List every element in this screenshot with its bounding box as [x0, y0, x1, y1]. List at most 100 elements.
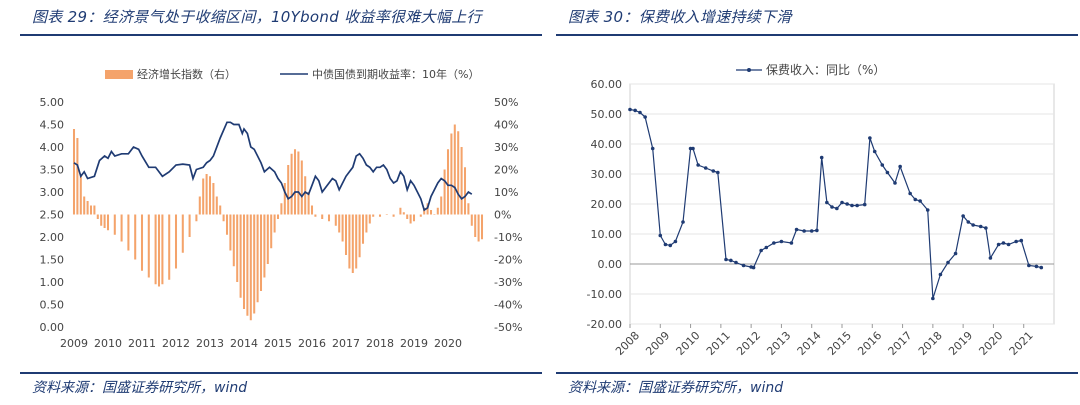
y-tick-label: 10.00	[591, 228, 623, 241]
growth-index-bar	[477, 214, 480, 242]
growth-index-bar	[100, 214, 103, 226]
growth-index-bar	[460, 147, 463, 215]
premium-growth-point	[835, 206, 839, 211]
growth-index-bar	[351, 214, 354, 273]
y-tick-label: 50.00	[591, 108, 623, 121]
right-y-tick-label: 40%	[494, 119, 518, 132]
growth-index-bar	[256, 214, 259, 303]
growth-index-bar	[222, 214, 225, 222]
growth-index-bar	[385, 214, 388, 215]
premium-growth-point	[779, 239, 784, 244]
growth-index-bar	[79, 174, 82, 215]
premium-growth-point	[794, 227, 799, 232]
growth-index-bar	[361, 214, 365, 244]
growth-index-bar	[392, 214, 395, 217]
growth-index-bar	[219, 205, 222, 215]
growth-index-bar	[195, 214, 198, 222]
right-legend: 保费收入：同比（%）	[736, 63, 885, 77]
premium-growth-point	[772, 241, 776, 245]
growth-index-bar	[341, 214, 344, 242]
premium-growth-point	[716, 170, 720, 175]
growth-index-bar	[457, 131, 460, 215]
growth-index-bar	[161, 214, 164, 285]
left-y-tick-label: 5.00	[40, 96, 65, 109]
premium-growth-point	[893, 181, 897, 185]
premium-growth-point	[872, 149, 877, 154]
growth-index-bar	[86, 201, 89, 215]
right-y-tick-label: -20%	[494, 254, 522, 267]
premium-growth-point	[918, 199, 922, 203]
x-tick-label: 2011	[704, 329, 733, 358]
growth-index-bar	[307, 192, 310, 215]
premium-growth-point	[925, 208, 930, 212]
growth-index-bar	[198, 196, 201, 215]
growth-index-bar	[263, 214, 266, 278]
growth-index-bar	[423, 207, 426, 215]
legend-bar-swatch	[105, 70, 133, 79]
growth-index-bar	[168, 214, 171, 280]
growth-index-bar	[106, 214, 110, 231]
legend-line-label: 中债国债到期收益率：10年（%）	[312, 67, 479, 81]
premium-growth-point	[840, 200, 844, 205]
growth-index-bar	[310, 205, 314, 215]
left-y-tick-label: 1.00	[40, 276, 65, 289]
growth-index-bar	[293, 149, 297, 215]
x-tick-label: 2018	[366, 337, 394, 350]
x-tick-label: 2017	[886, 329, 915, 358]
growth-index-bar	[480, 214, 484, 240]
right-source-divider	[556, 372, 1078, 374]
x-tick-label: 2010	[94, 337, 122, 350]
left-y-tick-label: 4.50	[40, 119, 65, 132]
x-tick-label: 2020	[434, 337, 462, 350]
left-legend: 经济增长指数（右） 中债国债到期收益率：10年（%）	[105, 67, 479, 81]
legend-label: 保费收入：同比（%）	[766, 63, 885, 77]
growth-index-bar	[399, 207, 402, 215]
growth-index-bar	[474, 214, 477, 237]
growth-index-bar	[436, 207, 439, 215]
growth-index-bar	[83, 196, 86, 215]
growth-index-bar	[368, 214, 371, 224]
right-chart-source: 资料来源：国盛证券研究所，wind	[568, 380, 784, 396]
growth-index-bar	[215, 196, 218, 215]
growth-index-bar	[113, 214, 116, 235]
growth-index-bar	[406, 214, 409, 219]
left-y-tick-label: 4.00	[40, 141, 65, 154]
y-tick-label: 20.00	[591, 198, 623, 211]
growth-index-bar	[249, 214, 252, 321]
growth-index-bar	[344, 214, 348, 255]
growth-index-bar	[127, 214, 130, 251]
x-tick-label: 2020	[976, 329, 1005, 358]
left-y-tick-label: 0.50	[40, 299, 65, 312]
growth-index-bar	[297, 151, 300, 215]
y-tick-label: 30.00	[591, 168, 623, 181]
y-tick-label: 60.00	[591, 78, 623, 91]
premium-growth-point	[638, 110, 642, 115]
premium-growth-point	[809, 229, 814, 233]
growth-index-bar	[253, 214, 256, 314]
x-tick-label: 2012	[734, 329, 763, 358]
growth-index-bar	[188, 214, 191, 237]
premium-growth-point	[1034, 264, 1039, 269]
premium-growth-point	[938, 272, 943, 277]
growth-index-bar	[208, 176, 212, 215]
premium-growth-point	[673, 239, 678, 244]
growth-index-bar	[76, 138, 79, 215]
growth-index-bar	[365, 214, 368, 233]
x-tick-label: 2010	[674, 329, 703, 358]
premium-growth-point	[978, 224, 983, 229]
right-y-tick-label: 20%	[494, 164, 518, 177]
growth-index-bar	[181, 214, 184, 253]
x-tick-label: 2011	[128, 337, 156, 350]
premium-growth-point	[984, 226, 988, 230]
premium-growth-point	[931, 296, 935, 301]
premium-growth-point	[691, 146, 695, 151]
premium-growth-point	[961, 214, 965, 218]
growth-index-bar	[154, 214, 157, 285]
growth-index-bar	[470, 214, 473, 226]
growth-index-bar	[229, 214, 232, 251]
growth-index-bar	[321, 214, 324, 219]
left-source-divider	[20, 372, 542, 374]
legend-marker	[747, 68, 751, 72]
right-y-tick-label: 30%	[494, 141, 518, 154]
x-tick-label: 2019	[946, 329, 975, 358]
